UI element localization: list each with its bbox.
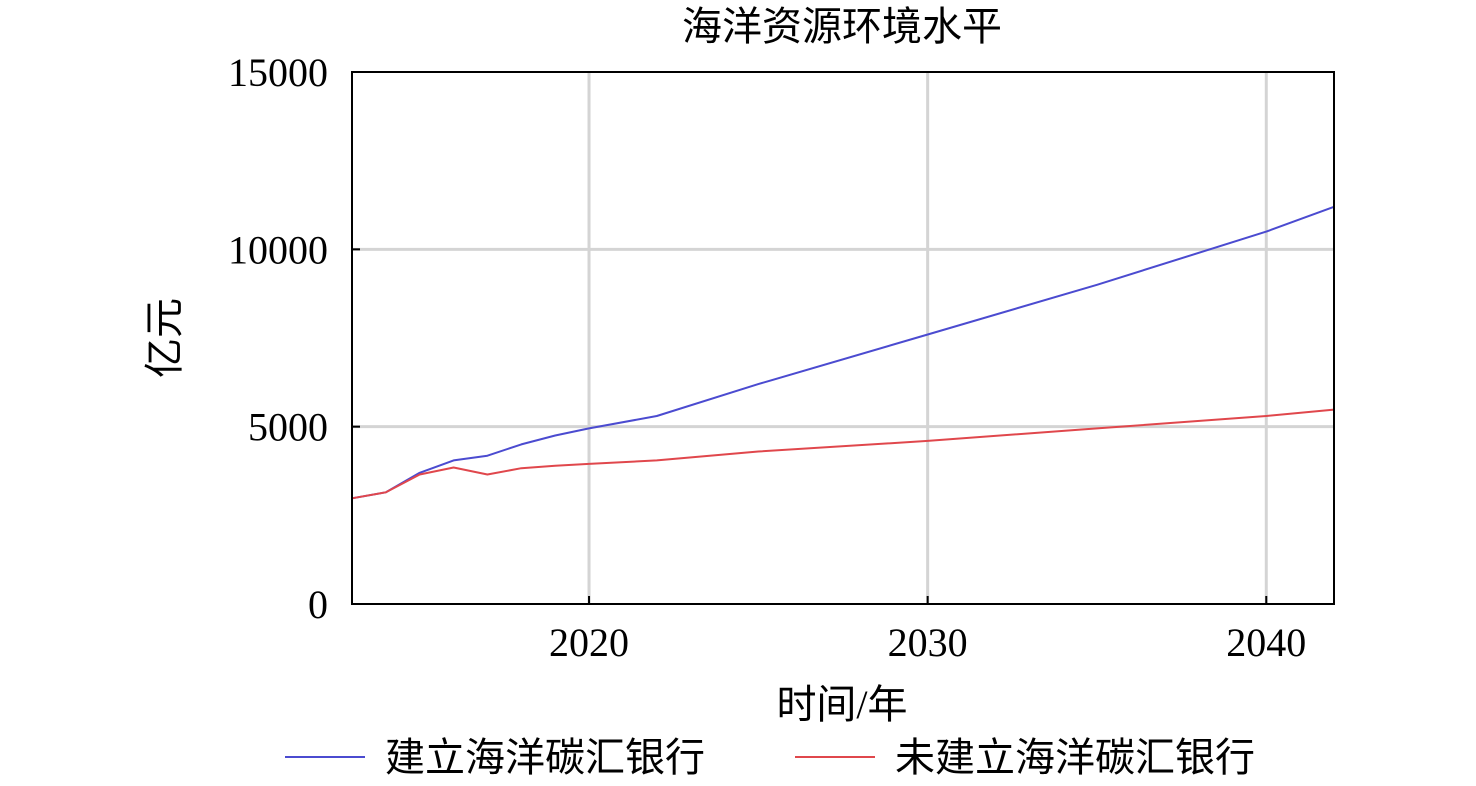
chart-title: 海洋资源环境水平 bbox=[682, 4, 1002, 49]
x-tick-label: 2020 bbox=[549, 620, 629, 665]
x-tick-label: 2040 bbox=[1226, 620, 1306, 665]
x-tick-label: 2030 bbox=[888, 620, 968, 665]
series-layer bbox=[351, 205, 1335, 500]
legend-label-1: 未建立海洋碳汇银行 bbox=[895, 735, 1255, 780]
y-tick-label: 0 bbox=[308, 582, 328, 627]
y-tick-label: 15000 bbox=[228, 50, 328, 95]
series-line-0 bbox=[351, 205, 1335, 500]
legend: 建立海洋碳汇银行 未建立海洋碳汇银行 bbox=[285, 735, 1255, 780]
legend-label-0: 建立海洋碳汇银行 bbox=[385, 735, 705, 780]
y-axis-label: 亿元 bbox=[142, 298, 187, 378]
tick-layer: 2020 2030 2040 0 5000 10000 15000 bbox=[228, 50, 1306, 665]
y-tick-label: 10000 bbox=[228, 227, 328, 272]
grid bbox=[352, 72, 1334, 604]
series-line-1 bbox=[351, 408, 1335, 500]
x-axis-label: 时间/年 bbox=[776, 682, 907, 727]
y-tick-label: 5000 bbox=[248, 405, 328, 450]
plot-frame bbox=[351, 71, 1335, 605]
